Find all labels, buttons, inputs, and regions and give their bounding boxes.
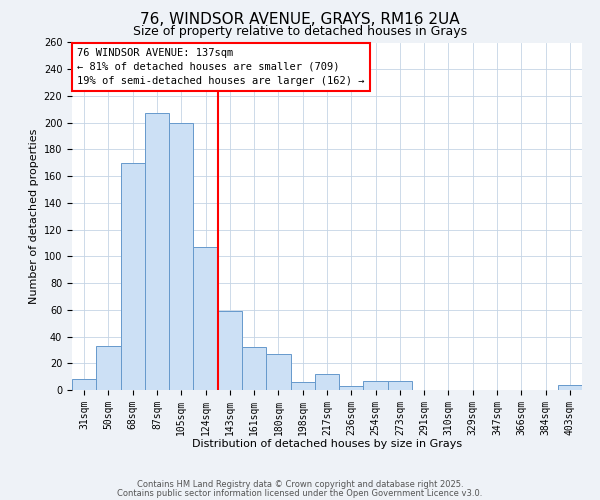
X-axis label: Distribution of detached houses by size in Grays: Distribution of detached houses by size … [192,439,462,449]
Bar [290,382,315,390]
Bar [266,354,290,390]
Bar [242,347,266,390]
Text: 76, WINDSOR AVENUE, GRAYS, RM16 2UA: 76, WINDSOR AVENUE, GRAYS, RM16 2UA [140,12,460,28]
Bar [364,380,388,390]
Bar [193,247,218,390]
Bar [218,311,242,390]
Bar [121,163,145,390]
Bar [339,386,364,390]
Bar [315,374,339,390]
Text: 76 WINDSOR AVENUE: 137sqm
← 81% of detached houses are smaller (709)
19% of semi: 76 WINDSOR AVENUE: 137sqm ← 81% of detac… [77,48,365,86]
Bar [96,346,121,390]
Text: Contains HM Land Registry data © Crown copyright and database right 2025.: Contains HM Land Registry data © Crown c… [137,480,463,489]
Text: Contains public sector information licensed under the Open Government Licence v3: Contains public sector information licen… [118,488,482,498]
Y-axis label: Number of detached properties: Number of detached properties [29,128,40,304]
Bar [169,122,193,390]
Bar [145,114,169,390]
Bar [388,380,412,390]
Bar [558,384,582,390]
Bar [72,380,96,390]
Text: Size of property relative to detached houses in Grays: Size of property relative to detached ho… [133,25,467,38]
